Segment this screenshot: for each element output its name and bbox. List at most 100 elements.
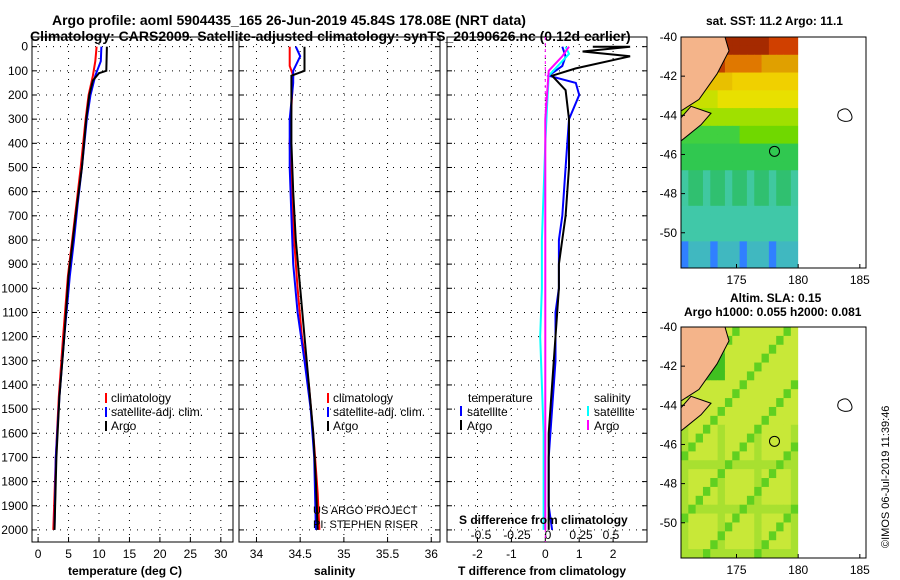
map-cell bbox=[732, 90, 741, 100]
depth-tick-label: 600 bbox=[8, 185, 28, 199]
map-cell bbox=[688, 424, 697, 435]
map-cell bbox=[681, 170, 689, 180]
legend-label: Argo bbox=[333, 419, 359, 433]
map-cell bbox=[695, 442, 704, 452]
map-cell bbox=[746, 161, 755, 171]
map-cell bbox=[768, 259, 777, 269]
map-cell bbox=[710, 549, 719, 559]
map-cell bbox=[761, 442, 770, 452]
map-cell bbox=[761, 72, 770, 82]
map-cell bbox=[739, 72, 748, 82]
map-cell bbox=[681, 223, 689, 233]
map-cell bbox=[681, 259, 689, 269]
map-cell bbox=[710, 259, 719, 269]
panel-frame bbox=[31, 36, 234, 543]
map-cell bbox=[681, 531, 689, 541]
map-cell bbox=[702, 389, 711, 399]
map-cell bbox=[746, 380, 755, 390]
map-cell bbox=[717, 63, 726, 74]
map-cell bbox=[754, 327, 763, 337]
s-tick-label: -0.25 bbox=[503, 528, 531, 542]
map-cell bbox=[761, 143, 770, 153]
map-cell bbox=[724, 371, 733, 381]
map-cell bbox=[746, 478, 755, 488]
map-cell bbox=[695, 214, 704, 225]
map-cell bbox=[746, 37, 755, 47]
map-cell bbox=[688, 469, 697, 479]
map-cell bbox=[717, 371, 726, 381]
map-cell bbox=[710, 469, 719, 479]
map-cell bbox=[732, 161, 741, 171]
map-cell bbox=[710, 406, 719, 417]
x-tick-label: 0 bbox=[35, 547, 42, 561]
map-cell bbox=[739, 335, 748, 346]
map-cell bbox=[754, 179, 763, 189]
map-cell bbox=[739, 478, 748, 488]
map-cell bbox=[790, 37, 799, 47]
legend-label: Argo bbox=[467, 419, 493, 433]
map-cell bbox=[732, 531, 741, 541]
map-cell bbox=[790, 232, 799, 242]
sla-map-title-2: Argo h1000: 0.055 h2000: 0.081 bbox=[684, 305, 862, 319]
map-cell bbox=[768, 143, 777, 153]
map-cell bbox=[776, 398, 785, 408]
map-cell bbox=[761, 433, 770, 443]
map-cell bbox=[732, 205, 741, 216]
map-cell bbox=[754, 72, 763, 82]
map-cell bbox=[681, 143, 689, 153]
map-cell bbox=[790, 143, 799, 153]
map-cell bbox=[724, 223, 733, 233]
map-cell bbox=[739, 415, 748, 426]
map-cell bbox=[754, 380, 763, 390]
map-cell bbox=[724, 442, 733, 452]
map-cell bbox=[717, 152, 726, 162]
project-credit: US ARGO PROJECT bbox=[313, 505, 418, 517]
map-cell bbox=[695, 259, 704, 269]
map-cell bbox=[732, 54, 741, 65]
x-tick-label: 36 bbox=[425, 547, 439, 561]
map-cell bbox=[739, 170, 748, 180]
map-cell bbox=[732, 549, 741, 559]
map-cell bbox=[739, 353, 748, 364]
map-cell bbox=[681, 460, 689, 470]
map-cell bbox=[761, 37, 770, 47]
map-cell bbox=[754, 522, 763, 532]
map-cell bbox=[732, 504, 741, 515]
map-cell bbox=[695, 513, 704, 523]
map-cell bbox=[739, 188, 748, 198]
map-cell bbox=[746, 371, 755, 381]
map-cell bbox=[702, 161, 711, 171]
map-cell bbox=[754, 63, 763, 74]
depth-tick-label: 900 bbox=[8, 257, 28, 271]
map-cell bbox=[688, 152, 697, 162]
map-cell bbox=[768, 108, 777, 118]
map-cell bbox=[783, 398, 792, 408]
map-cell bbox=[790, 81, 799, 91]
map-cell bbox=[776, 540, 785, 550]
map-cell bbox=[790, 327, 799, 337]
map-cell bbox=[768, 188, 777, 198]
map-y-tick-label: -48 bbox=[660, 187, 678, 201]
map-cell bbox=[790, 214, 799, 225]
map-cell bbox=[746, 389, 755, 399]
map-cell bbox=[681, 540, 689, 550]
map-cell bbox=[710, 170, 719, 180]
map-x-tick-label: 180 bbox=[788, 273, 808, 287]
map-cell bbox=[695, 469, 704, 479]
map-cell bbox=[702, 134, 711, 145]
map-cell bbox=[732, 99, 741, 109]
map-cell bbox=[724, 259, 733, 269]
map-cell bbox=[688, 259, 697, 269]
map-cell bbox=[717, 232, 726, 242]
map-cell bbox=[776, 259, 785, 269]
map-cell bbox=[681, 232, 689, 242]
map-cell bbox=[717, 223, 726, 233]
map-cell bbox=[702, 99, 711, 109]
pi-credit: PI: STEPHEN RISER bbox=[313, 519, 419, 531]
map-cell bbox=[717, 362, 726, 372]
map-cell bbox=[790, 259, 799, 269]
map-blank-area bbox=[798, 327, 866, 558]
map-cell bbox=[681, 504, 689, 515]
map-cell bbox=[739, 531, 748, 541]
map-cell bbox=[710, 540, 719, 550]
